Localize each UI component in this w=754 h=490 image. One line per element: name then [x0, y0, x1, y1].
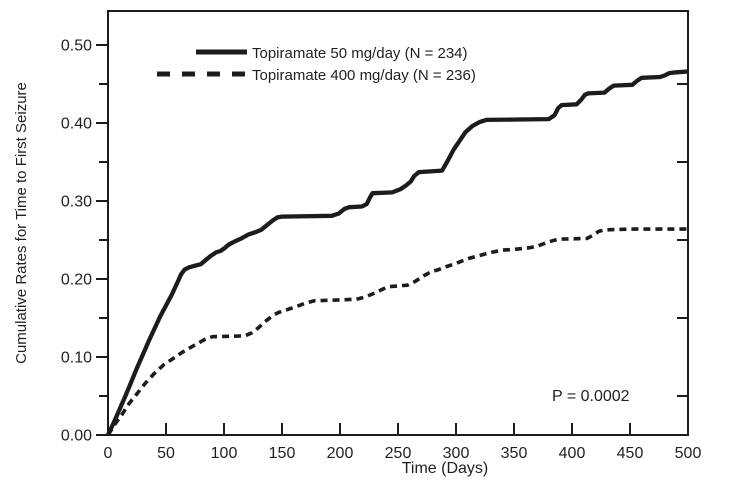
y-tick-label: 0.00 — [61, 428, 92, 445]
y-tick-label: 0.10 — [61, 350, 92, 367]
x-tick-label: 250 — [385, 445, 412, 462]
legend-label-topiramate-400: Topiramate 400 mg/day (N = 236) — [252, 67, 476, 84]
x-tick-label: 500 — [675, 445, 702, 462]
x-tick-label: 400 — [559, 445, 586, 462]
y-tick-label: 0.30 — [61, 194, 92, 211]
x-tick-label: 450 — [617, 445, 644, 462]
y-tick-label: 0.20 — [61, 272, 92, 289]
x-tick-label: 100 — [211, 445, 238, 462]
x-axis-title: Time (Days) — [402, 460, 489, 477]
y-axis-title: Cumulative Rates for Time to First Seizu… — [13, 82, 30, 364]
legend-label-topiramate-50: Topiramate 50 mg/day (N = 234) — [252, 45, 468, 62]
x-tick-label: 300 — [443, 445, 470, 462]
x-tick-label: 200 — [327, 445, 354, 462]
x-tick-label: 350 — [501, 445, 528, 462]
y-tick-label: 0.40 — [61, 116, 92, 133]
y-tick-label: 0.50 — [61, 38, 92, 55]
curve-topiramate-400 — [106, 227, 688, 436]
p-value-label: P = 0.0002 — [552, 388, 630, 405]
x-tick-label: 50 — [157, 445, 175, 462]
x-tick-label: 0 — [104, 445, 113, 462]
x-tick-label: 150 — [269, 445, 296, 462]
curve-topiramate-50 — [106, 69, 689, 436]
